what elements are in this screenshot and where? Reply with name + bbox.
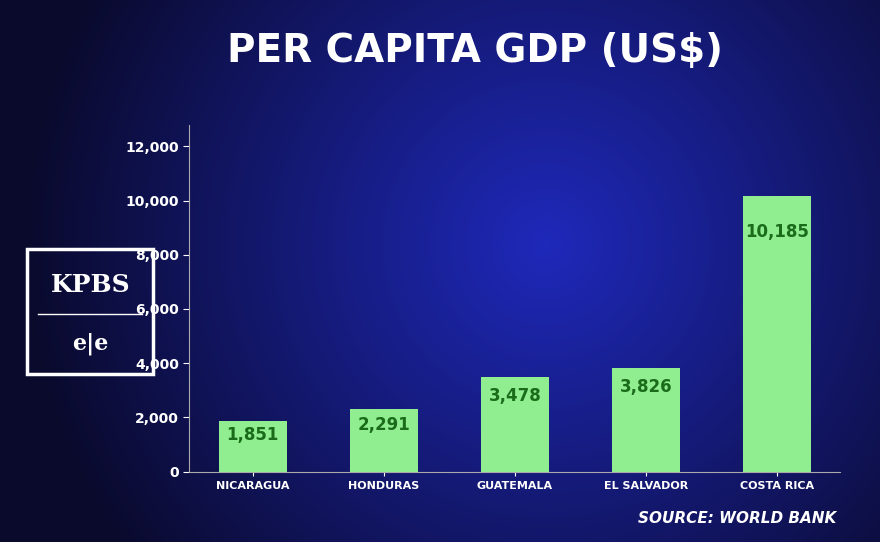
Bar [349,409,418,472]
Bar [219,421,287,472]
Text: PER CAPITA GDP (US$): PER CAPITA GDP (US$) [227,33,723,70]
Text: SOURCE: WORLD BANK: SOURCE: WORLD BANK [638,511,836,526]
Text: 2,291: 2,291 [357,416,410,434]
Text: 3,826: 3,826 [620,378,672,396]
Text: KPBS: KPBS [50,273,130,296]
Text: 1,851: 1,851 [227,427,279,444]
Text: 10,185: 10,185 [744,223,809,241]
Bar [612,368,680,472]
Text: e|e: e|e [72,333,108,356]
Text: 3,478: 3,478 [488,386,541,405]
Bar [480,377,549,472]
Bar [743,196,810,472]
